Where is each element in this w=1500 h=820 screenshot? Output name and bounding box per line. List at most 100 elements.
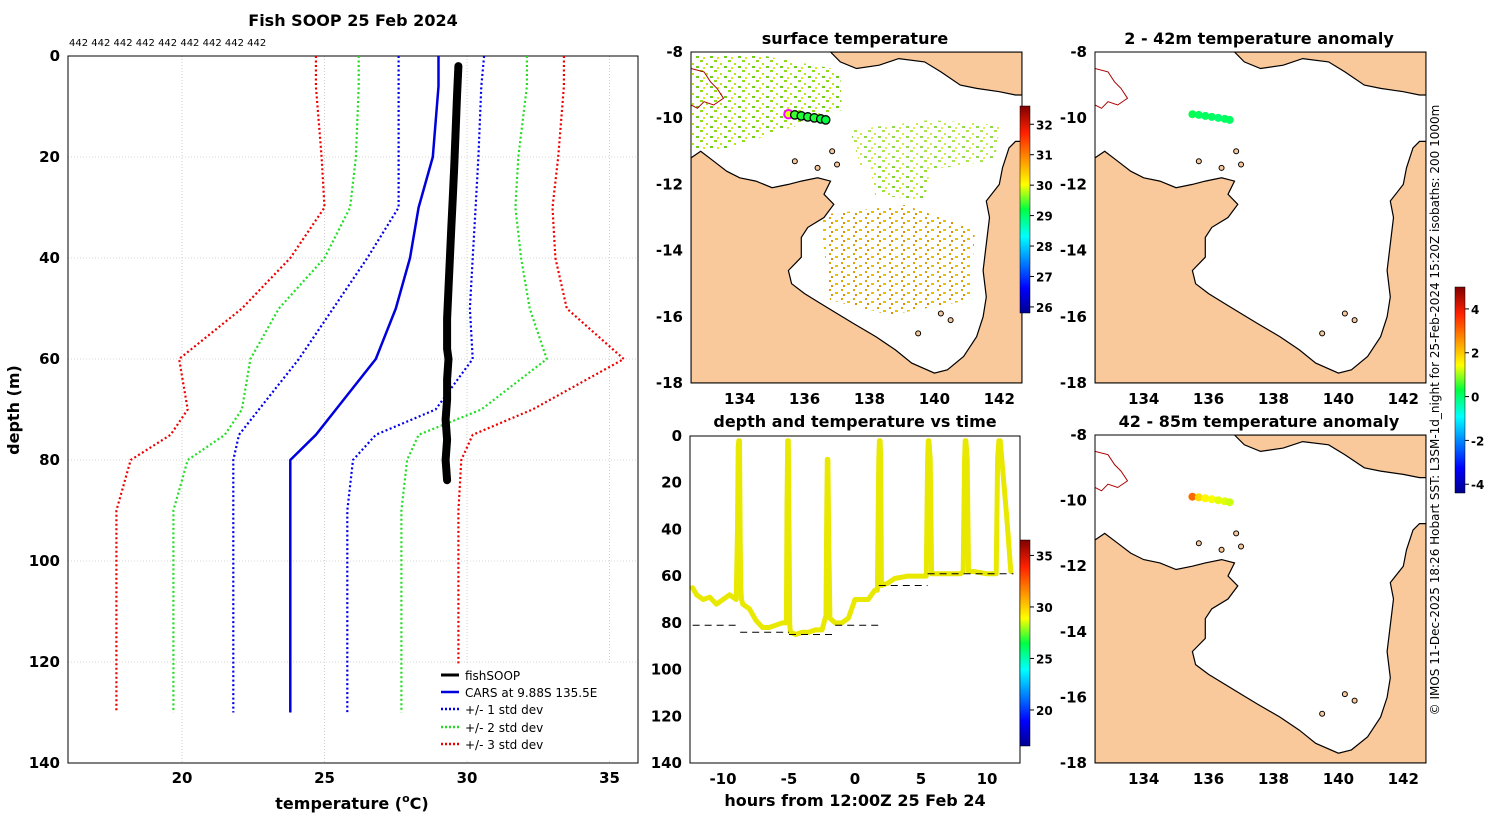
- profile-panel: Fish SOOP 25 Feb 2024 442 442 442 442 44…: [4, 11, 639, 813]
- sst-map-ytick-label: -16: [656, 308, 683, 326]
- anomaly-colorbar-label: -2: [1471, 434, 1484, 448]
- legend-fishsoop: fishSOOP: [465, 669, 520, 683]
- sst-colorbar-label: 31: [1036, 149, 1053, 163]
- sst-pixels-central: [850, 120, 1000, 170]
- sst-map-ytick-label: -8: [666, 43, 683, 61]
- anomaly-42-85-track: [1188, 492, 1234, 507]
- island: [829, 148, 836, 155]
- isobath-line: [1095, 68, 1129, 109]
- island: [947, 317, 954, 324]
- profile-xtick-label: 25: [314, 769, 335, 787]
- anomaly-colorbar-ticks: -4 -2 0 2 4: [1465, 303, 1484, 492]
- island: [1351, 697, 1358, 704]
- anomaly-42-85-xtick-label: 138: [1258, 770, 1289, 788]
- profile-ticks: 20 25 30 35 0 20 40 60 80 100 120 140: [29, 47, 620, 787]
- island: [1218, 164, 1225, 171]
- sst-colorbar: [1019, 105, 1031, 314]
- sst-map-xtick-label: 134: [724, 390, 755, 408]
- profile-series--1-std-dev: [346, 55, 486, 713]
- sst-map-xtick-label: 136: [789, 390, 820, 408]
- time-series-ytick-label: 40: [661, 520, 682, 538]
- sst-colorbar-label: 26: [1036, 301, 1053, 315]
- island: [814, 164, 821, 171]
- island: [1238, 161, 1245, 168]
- anomaly-42-85-xtick-label: 134: [1128, 770, 1159, 788]
- island: [1319, 330, 1326, 337]
- anomaly-2-42-point: [1201, 111, 1210, 120]
- anomaly-colorbar: [1454, 286, 1466, 494]
- anomaly-2-42-point: [1225, 115, 1234, 124]
- anomaly-2-42-xtick-label: 142: [1388, 390, 1419, 408]
- island: [1233, 148, 1240, 155]
- profile-ylabel: depth (m): [4, 365, 23, 455]
- anomaly-2-42-title: 2 - 42m temperature anomaly: [1124, 29, 1394, 48]
- anomaly-42-85-title: 42 - 85m temperature anomaly: [1119, 412, 1400, 431]
- profile-series--1-std-dev-lower-: [232, 56, 400, 713]
- anomaly-42-85-point: [1225, 498, 1234, 507]
- anomaly-42-85-ytick-label: -10: [1060, 492, 1087, 510]
- profile-subtitle: 442 442 442 442 442 442 442 442 442: [69, 38, 266, 49]
- profile-ytick-label: 120: [29, 653, 60, 671]
- sst-pixels-north: [692, 55, 842, 150]
- legend-sd3: +/- 3 std dev: [465, 738, 543, 752]
- island: [1341, 691, 1348, 698]
- sst-colorbar-ticks: 26 27 28 29 30 31 32: [1030, 118, 1053, 315]
- time-series-xtick-label: 0: [850, 770, 860, 788]
- sst-map-ticks: 134 136 138 140 142 -8 -10 -12 -14 -16 -18: [656, 43, 1015, 408]
- time-series-ytick-label: 20: [661, 474, 682, 492]
- anomaly-42-85-frame: [1094, 434, 1427, 764]
- anomaly-42-85-ticks: 134 136 138 140 142 -8 -10 -12 -14 -16 -18: [1060, 426, 1419, 788]
- time-series-colorbar-label: 30: [1036, 601, 1053, 615]
- anomaly-42-85-land: [1095, 435, 1426, 763]
- anomaly-2-42-xtick-label: 136: [1193, 390, 1224, 408]
- island: [1238, 543, 1245, 550]
- sst-map-ytick-label: -18: [656, 374, 683, 392]
- profile-ytick-label: 60: [39, 350, 60, 368]
- profile-series--2-std-dev-lower-: [172, 56, 360, 713]
- anomaly-colorbar-label: 4: [1471, 303, 1479, 317]
- island: [1218, 546, 1225, 553]
- sst-map-title: surface temperature: [762, 29, 949, 48]
- isobath-line: [1095, 450, 1129, 492]
- anomaly-2-42-ytick-label: -8: [1070, 43, 1087, 61]
- anomaly-2-42-xtick-label: 140: [1323, 390, 1354, 408]
- anomaly-2-42-xtick-label: 134: [1128, 390, 1159, 408]
- coastline-mainland: [691, 140, 1022, 383]
- coastline-mainland: [1095, 140, 1426, 383]
- profile-grid: [68, 55, 638, 764]
- sst-colorbar-label: 32: [1036, 118, 1053, 132]
- sst-map-panel: surface temperature 134 136 138 140 142 -8 -10…: [656, 29, 1053, 408]
- time-series-ytick-label: 120: [651, 707, 682, 725]
- time-series-colorbar: [1019, 539, 1031, 747]
- time-series-xtick-label: -10: [709, 770, 736, 788]
- anomaly-42-85-ytick-label: -8: [1070, 426, 1087, 444]
- time-series-lines: [690, 438, 1014, 637]
- anomaly-2-42-panel: 2 - 42m temperature anomaly 134 136 138 140…: [1060, 29, 1427, 408]
- sst-pixels-mid: [870, 165, 930, 200]
- anomaly-42-85-ytick-label: -18: [1060, 754, 1087, 772]
- profile-series-fishsoop: [441, 62, 463, 485]
- anomaly-2-42-isobaths: [1095, 68, 1129, 109]
- time-series-ytick-label: 60: [661, 567, 682, 585]
- isobath-line: [691, 68, 725, 109]
- anomaly-42-85-point: [1214, 496, 1223, 505]
- time-series-title: depth and temperature vs time: [713, 412, 996, 431]
- anomaly-2-42-point: [1188, 110, 1197, 119]
- time-series-panel: depth and temperature vs time -10 -5 0 5 100…: [651, 412, 1053, 810]
- profile-ytick-label: 100: [29, 552, 60, 570]
- time-series-xlabel: hours from 12:00Z 25 Feb 24: [724, 791, 985, 810]
- anomaly-42-85-ytick-label: -16: [1060, 688, 1087, 706]
- sst-colorbar-label: 27: [1036, 270, 1053, 284]
- time-series-xtick-label: -5: [781, 770, 798, 788]
- profile-xtick-label: 35: [599, 769, 620, 787]
- profile-series--3-std-dev-lower-: [115, 56, 326, 713]
- legend-sd1: +/- 1 std dev: [465, 703, 543, 717]
- anomaly-2-42-ticks: 134 136 138 140 142 -8 -10 -12 -14 -16 -18: [1060, 43, 1419, 408]
- anomaly-42-85-xtick-label: 136: [1193, 770, 1224, 788]
- anomaly-2-42-xtick-label: 138: [1258, 390, 1289, 408]
- time-series-xtick-label: 5: [916, 770, 926, 788]
- anomaly-2-42-ytick-label: -18: [1060, 374, 1087, 392]
- sst-map-track: [783, 109, 831, 125]
- island: [834, 161, 841, 168]
